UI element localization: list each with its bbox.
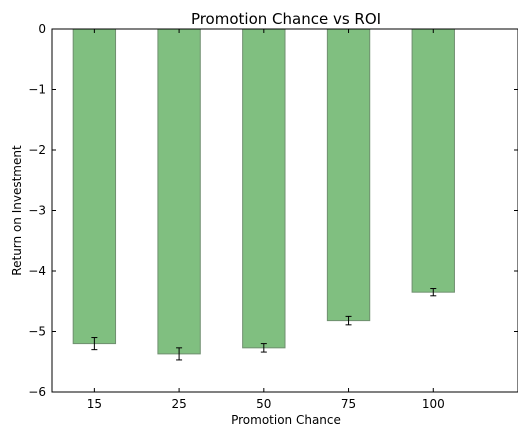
x-axis-label: Promotion Chance bbox=[231, 413, 341, 425]
y-tick-label: −3 bbox=[28, 204, 46, 218]
x-tick-label: 50 bbox=[256, 397, 271, 411]
bars-layer bbox=[72, 28, 455, 355]
y-axis-label: Return on Investment bbox=[10, 145, 24, 276]
chart-title: Promotion Chance vs ROI bbox=[191, 10, 381, 28]
bar-15 bbox=[72, 28, 117, 345]
y-tick-label: −4 bbox=[28, 264, 46, 278]
bar-50 bbox=[242, 28, 286, 349]
bar-75 bbox=[326, 28, 371, 322]
bar-100 bbox=[411, 28, 455, 293]
y-tick-label: 0 bbox=[38, 22, 46, 36]
ticks-layer: 0 −1 −2 −3 −4 −5 −6 15 25 50 75 100 bbox=[28, 22, 518, 411]
x-tick-label: 75 bbox=[341, 397, 356, 411]
x-tick-label: 25 bbox=[171, 397, 186, 411]
bar-25 bbox=[157, 28, 201, 355]
error-bars-layer bbox=[91, 288, 437, 361]
x-tick-label: 15 bbox=[87, 397, 102, 411]
y-tick-label: −1 bbox=[28, 83, 46, 97]
y-tick-label: −2 bbox=[28, 143, 46, 157]
y-tick-label: −6 bbox=[28, 385, 46, 399]
x-tick-label: 100 bbox=[422, 397, 445, 411]
y-tick-label: −5 bbox=[28, 325, 46, 339]
